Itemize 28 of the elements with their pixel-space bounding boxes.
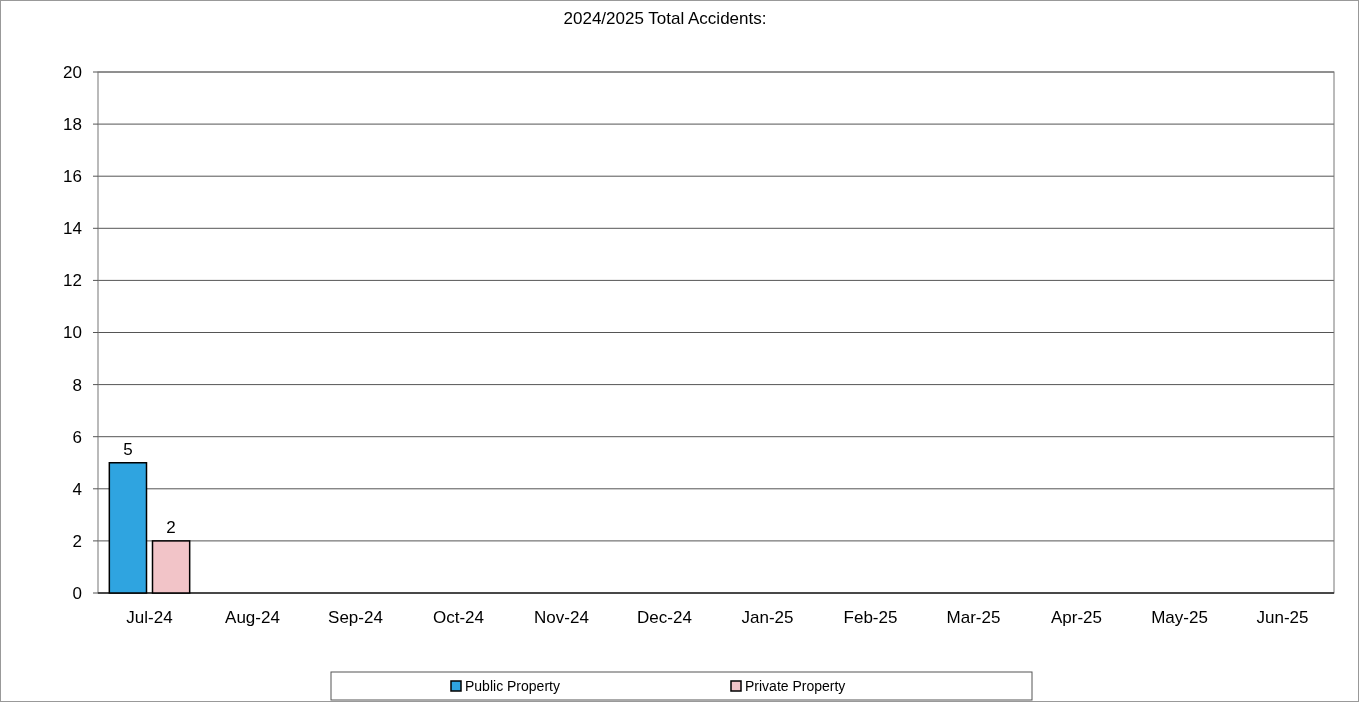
- x-tick-label: Jan-25: [741, 608, 794, 627]
- x-tick-label: Feb-25: [843, 608, 898, 627]
- data-label: 2: [166, 517, 176, 537]
- y-tick-label: 8: [72, 375, 82, 395]
- y-tick-label: 4: [72, 479, 82, 499]
- data-label: 5: [123, 439, 133, 459]
- y-tick-label: 10: [63, 323, 82, 343]
- y-tick-label: 0: [72, 583, 82, 603]
- x-tick-label: Apr-25: [1050, 608, 1103, 627]
- x-tick-label: Dec-24: [637, 608, 692, 627]
- legend-label: Private Property: [745, 677, 846, 694]
- legend-label: Public Property: [465, 677, 560, 694]
- x-tick-label: Aug-24: [225, 608, 280, 627]
- y-tick-label: 16: [63, 167, 82, 187]
- x-tick-label: Sep-24: [328, 608, 383, 627]
- y-tick-label: 12: [63, 271, 82, 291]
- y-tick-label: 20: [63, 62, 82, 82]
- y-tick-label: 6: [72, 427, 82, 447]
- x-tick-label: Oct-24: [432, 608, 485, 627]
- x-tick-label: Nov-24: [534, 608, 589, 627]
- y-tick-label: 14: [63, 219, 82, 239]
- y-tick-label: 2: [72, 531, 82, 551]
- x-tick-label: Mar-25: [946, 608, 1001, 627]
- x-tick-label: Jun-25: [1256, 608, 1309, 627]
- x-tick-label: Jul-24: [126, 608, 173, 627]
- chart-title: 2024/2025 Total Accidents:: [563, 9, 767, 28]
- y-tick-label: 18: [63, 115, 82, 135]
- x-tick-label: May-25: [1151, 608, 1208, 627]
